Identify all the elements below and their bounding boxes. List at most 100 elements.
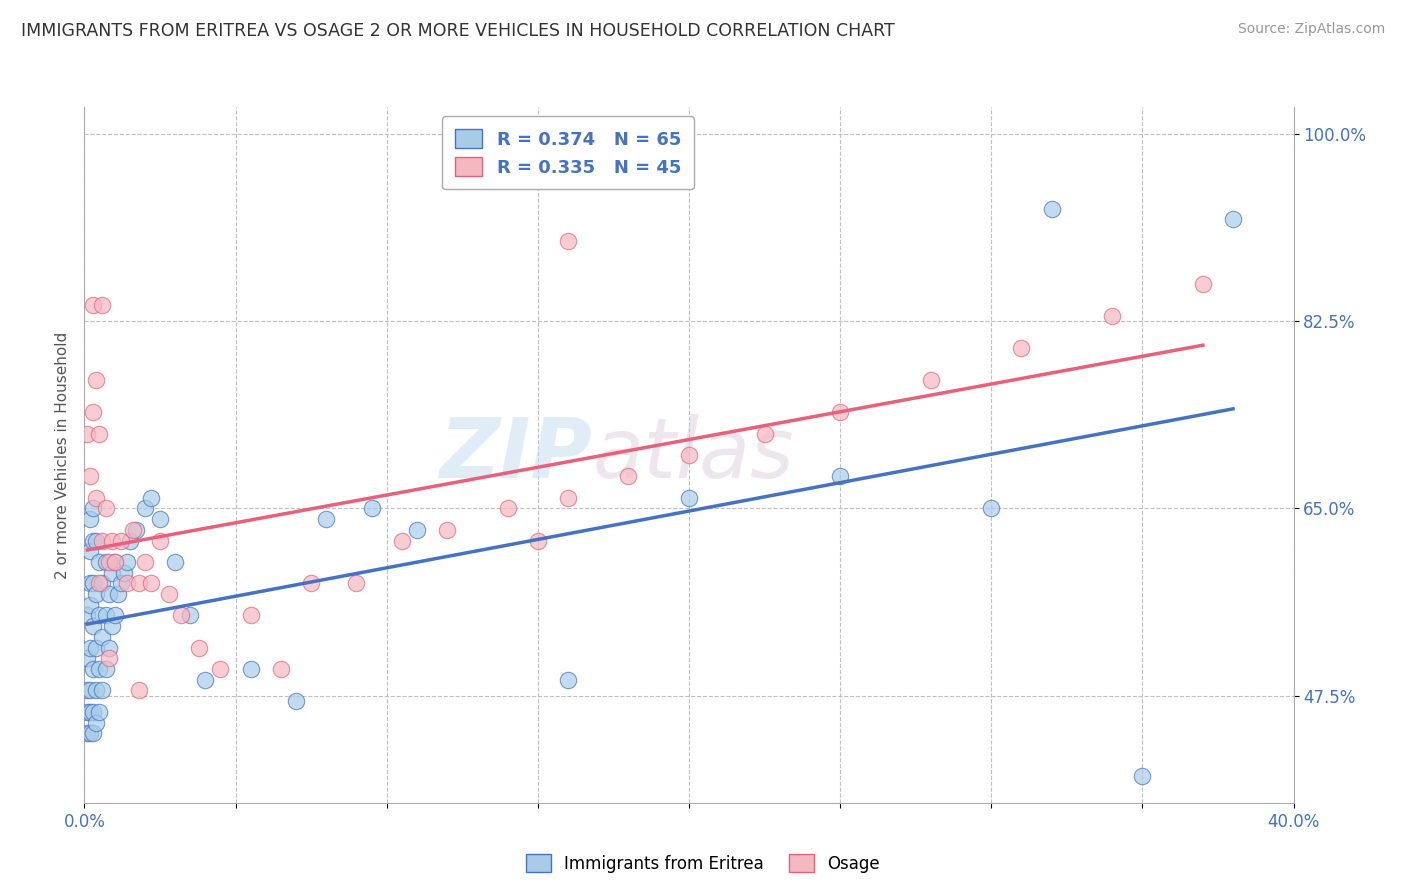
Point — [89, 662, 111, 676]
Point — [82, 533, 104, 548]
Text: IMMIGRANTS FROM ERITREA VS OSAGE 2 OR MORE VEHICLES IN HOUSEHOLD CORRELATION CHA: IMMIGRANTS FROM ERITREA VS OSAGE 2 OR MO… — [21, 22, 894, 40]
Point — [163, 555, 186, 569]
Point — [496, 501, 519, 516]
Point — [86, 640, 108, 655]
Point — [194, 673, 217, 687]
Point — [1010, 341, 1032, 355]
Point — [107, 587, 129, 601]
Point — [315, 512, 337, 526]
Point — [91, 298, 114, 312]
Point — [270, 662, 292, 676]
Point — [239, 662, 262, 676]
Point — [128, 576, 150, 591]
Point — [617, 469, 640, 483]
Point — [110, 576, 132, 591]
Point — [76, 726, 98, 740]
Point — [97, 651, 120, 665]
Point — [79, 705, 101, 719]
Point — [79, 469, 101, 483]
Point — [121, 523, 143, 537]
Point — [89, 576, 111, 591]
Point — [86, 587, 108, 601]
Point — [104, 555, 127, 569]
Point — [134, 501, 156, 516]
Point — [112, 566, 135, 580]
Legend: R = 0.374   N = 65, R = 0.335   N = 45: R = 0.374 N = 65, R = 0.335 N = 45 — [443, 116, 693, 189]
Point — [76, 608, 98, 623]
Point — [94, 662, 117, 676]
Point — [76, 651, 98, 665]
Point — [754, 426, 776, 441]
Point — [1222, 212, 1244, 227]
Point — [82, 298, 104, 312]
Point — [104, 608, 127, 623]
Point — [86, 373, 108, 387]
Legend: Immigrants from Eritrea, Osage: Immigrants from Eritrea, Osage — [519, 847, 887, 880]
Point — [920, 373, 942, 387]
Point — [115, 576, 138, 591]
Point — [76, 683, 98, 698]
Point — [118, 533, 141, 548]
Point — [97, 587, 120, 601]
Y-axis label: 2 or more Vehicles in Household: 2 or more Vehicles in Household — [55, 331, 70, 579]
Point — [86, 533, 108, 548]
Point — [82, 619, 104, 633]
Point — [436, 523, 458, 537]
Point — [100, 619, 122, 633]
Point — [1101, 309, 1123, 323]
Point — [188, 640, 211, 655]
Point — [82, 576, 104, 591]
Point — [82, 662, 104, 676]
Point — [139, 576, 162, 591]
Point — [86, 715, 108, 730]
Point — [76, 705, 98, 719]
Point — [125, 523, 148, 537]
Point — [360, 501, 382, 516]
Point — [526, 533, 548, 548]
Point — [115, 555, 138, 569]
Point — [209, 662, 232, 676]
Point — [89, 608, 111, 623]
Point — [79, 640, 101, 655]
Point — [557, 673, 579, 687]
Point — [284, 694, 308, 708]
Point — [346, 576, 368, 591]
Point — [79, 598, 101, 612]
Point — [149, 512, 172, 526]
Point — [239, 608, 262, 623]
Point — [557, 491, 579, 505]
Point — [134, 555, 156, 569]
Point — [1130, 769, 1153, 783]
Point — [82, 726, 104, 740]
Point — [157, 587, 180, 601]
Point — [94, 501, 117, 516]
Point — [299, 576, 322, 591]
Point — [82, 501, 104, 516]
Point — [170, 608, 193, 623]
Point — [86, 491, 108, 505]
Point — [128, 683, 150, 698]
Point — [89, 705, 111, 719]
Point — [86, 683, 108, 698]
Point — [678, 448, 700, 462]
Point — [100, 566, 122, 580]
Point — [179, 608, 201, 623]
Point — [91, 630, 114, 644]
Point — [1191, 277, 1213, 291]
Point — [79, 512, 101, 526]
Point — [678, 491, 700, 505]
Point — [79, 683, 101, 698]
Text: atlas: atlas — [592, 415, 794, 495]
Point — [91, 533, 114, 548]
Point — [97, 555, 120, 569]
Point — [830, 405, 852, 419]
Point — [149, 533, 172, 548]
Point — [406, 523, 429, 537]
Point — [139, 491, 162, 505]
Point — [91, 576, 114, 591]
Point — [1040, 202, 1063, 216]
Point — [391, 533, 413, 548]
Point — [94, 608, 117, 623]
Point — [79, 544, 101, 558]
Point — [89, 555, 111, 569]
